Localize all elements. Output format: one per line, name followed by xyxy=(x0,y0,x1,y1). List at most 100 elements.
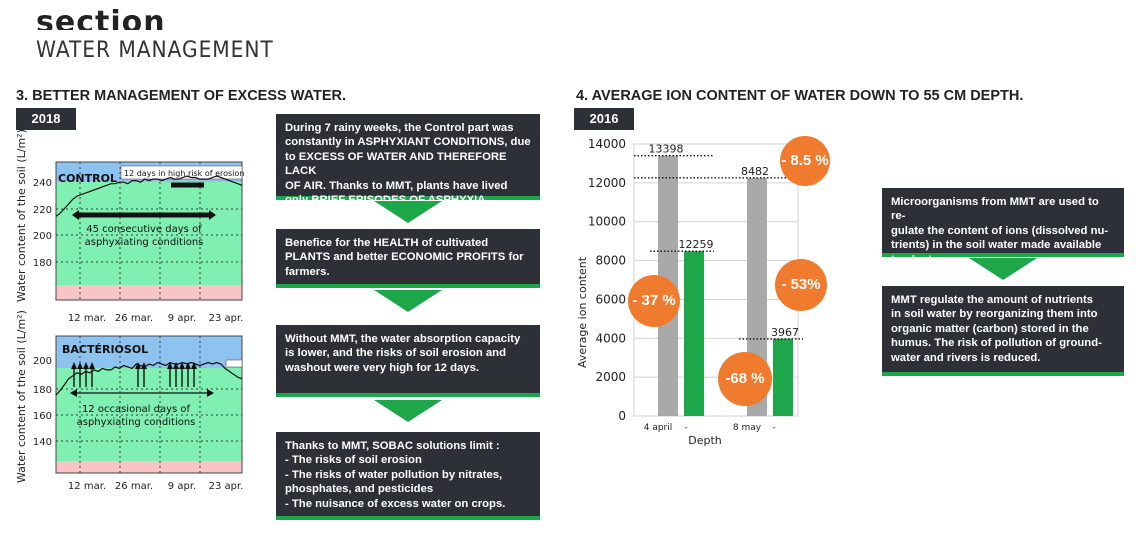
right-arrow xyxy=(969,258,1037,280)
middle-box-1-line-1: During 7 rainy weeks, the Control part w… xyxy=(285,122,514,134)
bacteriosol-ylabel: Water content of the soil (L/m²) xyxy=(15,310,28,483)
asphyxia-arrow-head xyxy=(179,362,185,369)
section-title: WATER MANAGEMENT xyxy=(36,38,274,63)
bar-ylabel: Average ion content xyxy=(576,256,589,368)
right-box-2-line-4: humus. The risk of pollution of ground- xyxy=(891,337,1102,350)
bar-xtick-2: 8 may xyxy=(733,423,762,433)
middle-arrow-3 xyxy=(374,400,442,422)
bar-xtick-1: 4 april xyxy=(644,423,673,433)
right-year-tag: 2016 xyxy=(574,108,634,130)
bar-ytick: 14000 xyxy=(588,137,626,151)
asphyxia-arrow-head xyxy=(83,362,89,369)
bacteriosol-xtick-1: 12 mar. xyxy=(68,481,106,492)
control-xtick-2: 26 mar. xyxy=(115,313,153,324)
bacteriosol-ytick-140: 140 xyxy=(33,437,52,448)
section-word: section xyxy=(36,8,166,30)
right-box-2: MMT regulate the amount of nutrients in … xyxy=(882,286,1124,376)
bacteriosol-xtick-4: 23 apr. xyxy=(209,481,244,492)
control-zone-low xyxy=(56,285,242,300)
control-xtick-1: 12 mar. xyxy=(68,313,106,324)
middle-box-4-line-1: Thanks to MMT, SOBAC solutions limit : xyxy=(285,440,500,452)
bacteriosol-annotation-1: 12 occasional days of xyxy=(82,404,191,415)
bacteriosol-zone-high xyxy=(56,336,242,368)
left-year-tag: 2018 xyxy=(16,108,76,130)
asphyxia-arrow-head xyxy=(71,362,77,369)
left-heading: 3. BETTER MANAGEMENT OF EXCESS WATER. xyxy=(16,88,347,104)
bar-ytick: 8000 xyxy=(595,254,626,268)
control-xtick-3: 9 apr. xyxy=(168,313,196,324)
bar-ytick: 12000 xyxy=(588,176,626,190)
control-ylabel: Water content of the soil (L/m²) xyxy=(15,129,28,302)
badge-minus-8-5: - 8.5 % xyxy=(780,136,830,186)
right-box-2-line-5: water and rivers is reduced. xyxy=(891,351,1041,364)
middle-box-4: Thanks to MMT, SOBAC solutions limit : -… xyxy=(276,432,540,520)
middle-box-4-line-3: - The risks of water pollution by nitrat… xyxy=(285,468,503,481)
asphyxia-arrow-head xyxy=(89,362,95,369)
bar-value-label: 13398 xyxy=(649,143,684,156)
middle-box-4-line-2: - The risks of soil erosion xyxy=(285,454,422,467)
right-box-1-line-3: trients) in the soil water made availabl… xyxy=(891,239,1102,252)
asphyxia-arrow-head xyxy=(173,362,179,369)
middle-arrow-1 xyxy=(374,201,442,223)
bacteriosol-ytick-180: 180 xyxy=(33,385,52,396)
svg-text:-: - xyxy=(684,423,687,433)
middle-box-2: Benefice for the HEALTH of cultivated PL… xyxy=(276,229,540,288)
middle-box-2-line-1: Benefice for the HEALTH of cultivated xyxy=(285,237,489,249)
bar-ytick: 2000 xyxy=(595,370,626,384)
bar-1-2 xyxy=(684,251,704,416)
bacteriosol-chart: BACTÉRIOSOL 12 occasional days of asphyx… xyxy=(33,335,244,492)
middle-box-3-line-1: Without MMT, the water absorption capaci… xyxy=(285,333,521,345)
control-ytick-220: 220 xyxy=(33,205,52,216)
right-box-1-line-1: Microorganisms from MMT are used to re- xyxy=(891,196,1099,223)
middle-box-4-line-4: phosphates, and pesticides xyxy=(285,483,434,496)
middle-box-1-line-3: to EXCESS OF WATER AND THEREFORE LACK xyxy=(285,150,507,178)
control-label: CONTROL xyxy=(58,172,117,185)
bacteriosol-ytick-200: 200 xyxy=(33,356,52,367)
asphyxia-arrow-head xyxy=(77,362,83,369)
control-ytick-200: 200 xyxy=(33,231,52,242)
right-box-1-line-2: gulate the content of ions (dissolved nu… xyxy=(891,224,1109,237)
control-ytick-240: 240 xyxy=(33,178,52,189)
control-annotation-1: 45 consecutive days of xyxy=(86,224,202,235)
svg-text:-: - xyxy=(772,423,775,433)
bar-value-label: 12259 xyxy=(679,238,714,251)
bacteriosol-label: BACTÉRIOSOL xyxy=(62,343,148,356)
control-series-line xyxy=(55,175,243,217)
middle-box-3: Without MMT, the water absorption capaci… xyxy=(276,325,540,397)
bacteriosol-zone-low xyxy=(56,461,242,473)
control-erosion-note: 12 days in high risk of erosion xyxy=(124,169,244,178)
right-box-2-line-2: in soil water by reorganizing them into xyxy=(891,308,1098,321)
right-heading: 4. AVERAGE ION CONTENT OF WATER DOWN TO … xyxy=(576,88,1024,104)
middle-box-1-line-2: constantly in ASPHYXIANT CONDITIONS, due xyxy=(285,136,531,149)
bar-xlabel: Depth xyxy=(688,434,722,447)
bacteriosol-xtick-3: 9 apr. xyxy=(168,481,196,492)
asphyxia-arrow-head xyxy=(141,362,147,369)
right-box-2-line-1: MMT regulate the amount of nutrients xyxy=(891,294,1094,306)
bacteriosol-series-line xyxy=(55,361,243,396)
left-charts: 12 days in high risk of erosion CONTROL … xyxy=(33,161,244,492)
middle-arrow-2 xyxy=(374,290,442,312)
middle-box-1: During 7 rainy weeks, the Control part w… xyxy=(276,114,540,206)
middle-box-2-line-2: PLANTS and better ECONOMIC PROFITS for xyxy=(285,251,524,264)
asphyxia-arrow-head xyxy=(185,362,191,369)
asphyxia-arrow-head xyxy=(167,362,173,369)
asphyxia-arrow-head xyxy=(191,362,197,369)
middle-box-1-line-4: OF AIR. Thanks to MMT, plants have lived xyxy=(285,179,508,192)
control-zone-mid xyxy=(56,182,242,285)
bar-value-label: 3967 xyxy=(771,326,799,339)
bar-ytick: 0 xyxy=(618,409,626,423)
bacteriosol-asphyxia-arrows xyxy=(71,362,197,387)
control-annotation-2: asphyxiating conditions xyxy=(85,237,204,248)
bar-ytick: 10000 xyxy=(588,215,626,229)
middle-box-3-line-2: is lower, and the risks of soil erosion … xyxy=(285,347,506,360)
right-box-1-line-4: to plants. xyxy=(891,253,942,266)
bar-value-label: 8482 xyxy=(741,165,769,178)
right-box-2-line-3: organic matter (carbon) stored in the xyxy=(891,322,1089,335)
middle-box-4-line-5: - The nuisance of excess water on crops. xyxy=(285,497,506,510)
bar-2-2 xyxy=(773,338,793,416)
bar-ytick: 4000 xyxy=(595,331,626,345)
bar-ytick: 6000 xyxy=(595,292,626,306)
control-xtick-4: 23 apr. xyxy=(209,313,244,324)
bacteriosol-xtick-2: 26 mar. xyxy=(115,481,153,492)
control-chart: 12 days in high risk of erosion CONTROL … xyxy=(33,161,244,324)
